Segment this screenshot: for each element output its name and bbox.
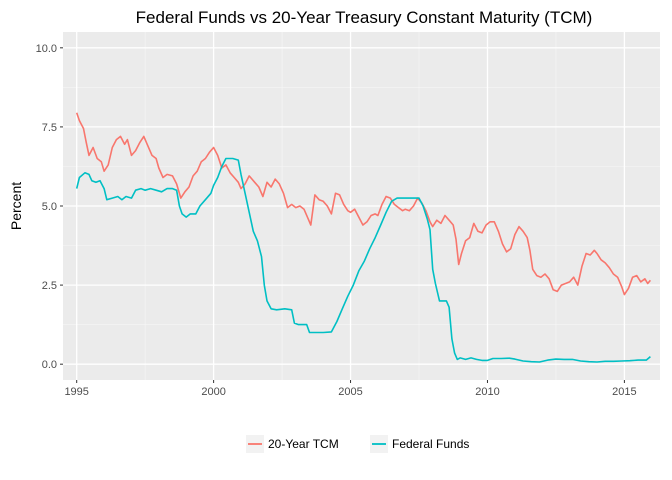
y-tick-label: 5.0: [42, 201, 57, 213]
x-tick-label: 2000: [201, 386, 225, 398]
legend-item-20-year-tcm: 20-Year TCM: [246, 435, 339, 453]
major-grid: [63, 32, 660, 380]
x-tick-label: 2010: [475, 386, 499, 398]
legend-item-federal-funds: Federal Funds: [370, 435, 469, 453]
legend-label: Federal Funds: [392, 437, 469, 451]
y-tick-label: 10.0: [36, 43, 57, 55]
x-tick-label: 1995: [64, 386, 88, 398]
x-tick-label: 2005: [338, 386, 362, 398]
plot-area: [63, 32, 660, 380]
legend-label: 20-Year TCM: [268, 437, 339, 451]
y-axis-label: Percent: [8, 182, 24, 230]
legend: 20-Year TCM Federal Funds: [246, 435, 469, 453]
chart-title: Federal Funds vs 20-Year Treasury Consta…: [136, 8, 593, 27]
y-tick-label: 0.0: [42, 359, 57, 371]
y-axis: 0.0 2.5 5.0 7.5 10.0: [36, 43, 63, 371]
x-tick-label: 2015: [612, 386, 636, 398]
series-layer: [75, 112, 652, 363]
series-line-federal-funds: [75, 157, 651, 363]
y-tick-label: 7.5: [42, 122, 57, 134]
x-axis: 1995 2000 2005 2010 2015: [64, 380, 637, 398]
y-tick-label: 2.5: [42, 280, 57, 292]
series-line-20-year-tcm: [75, 112, 652, 296]
